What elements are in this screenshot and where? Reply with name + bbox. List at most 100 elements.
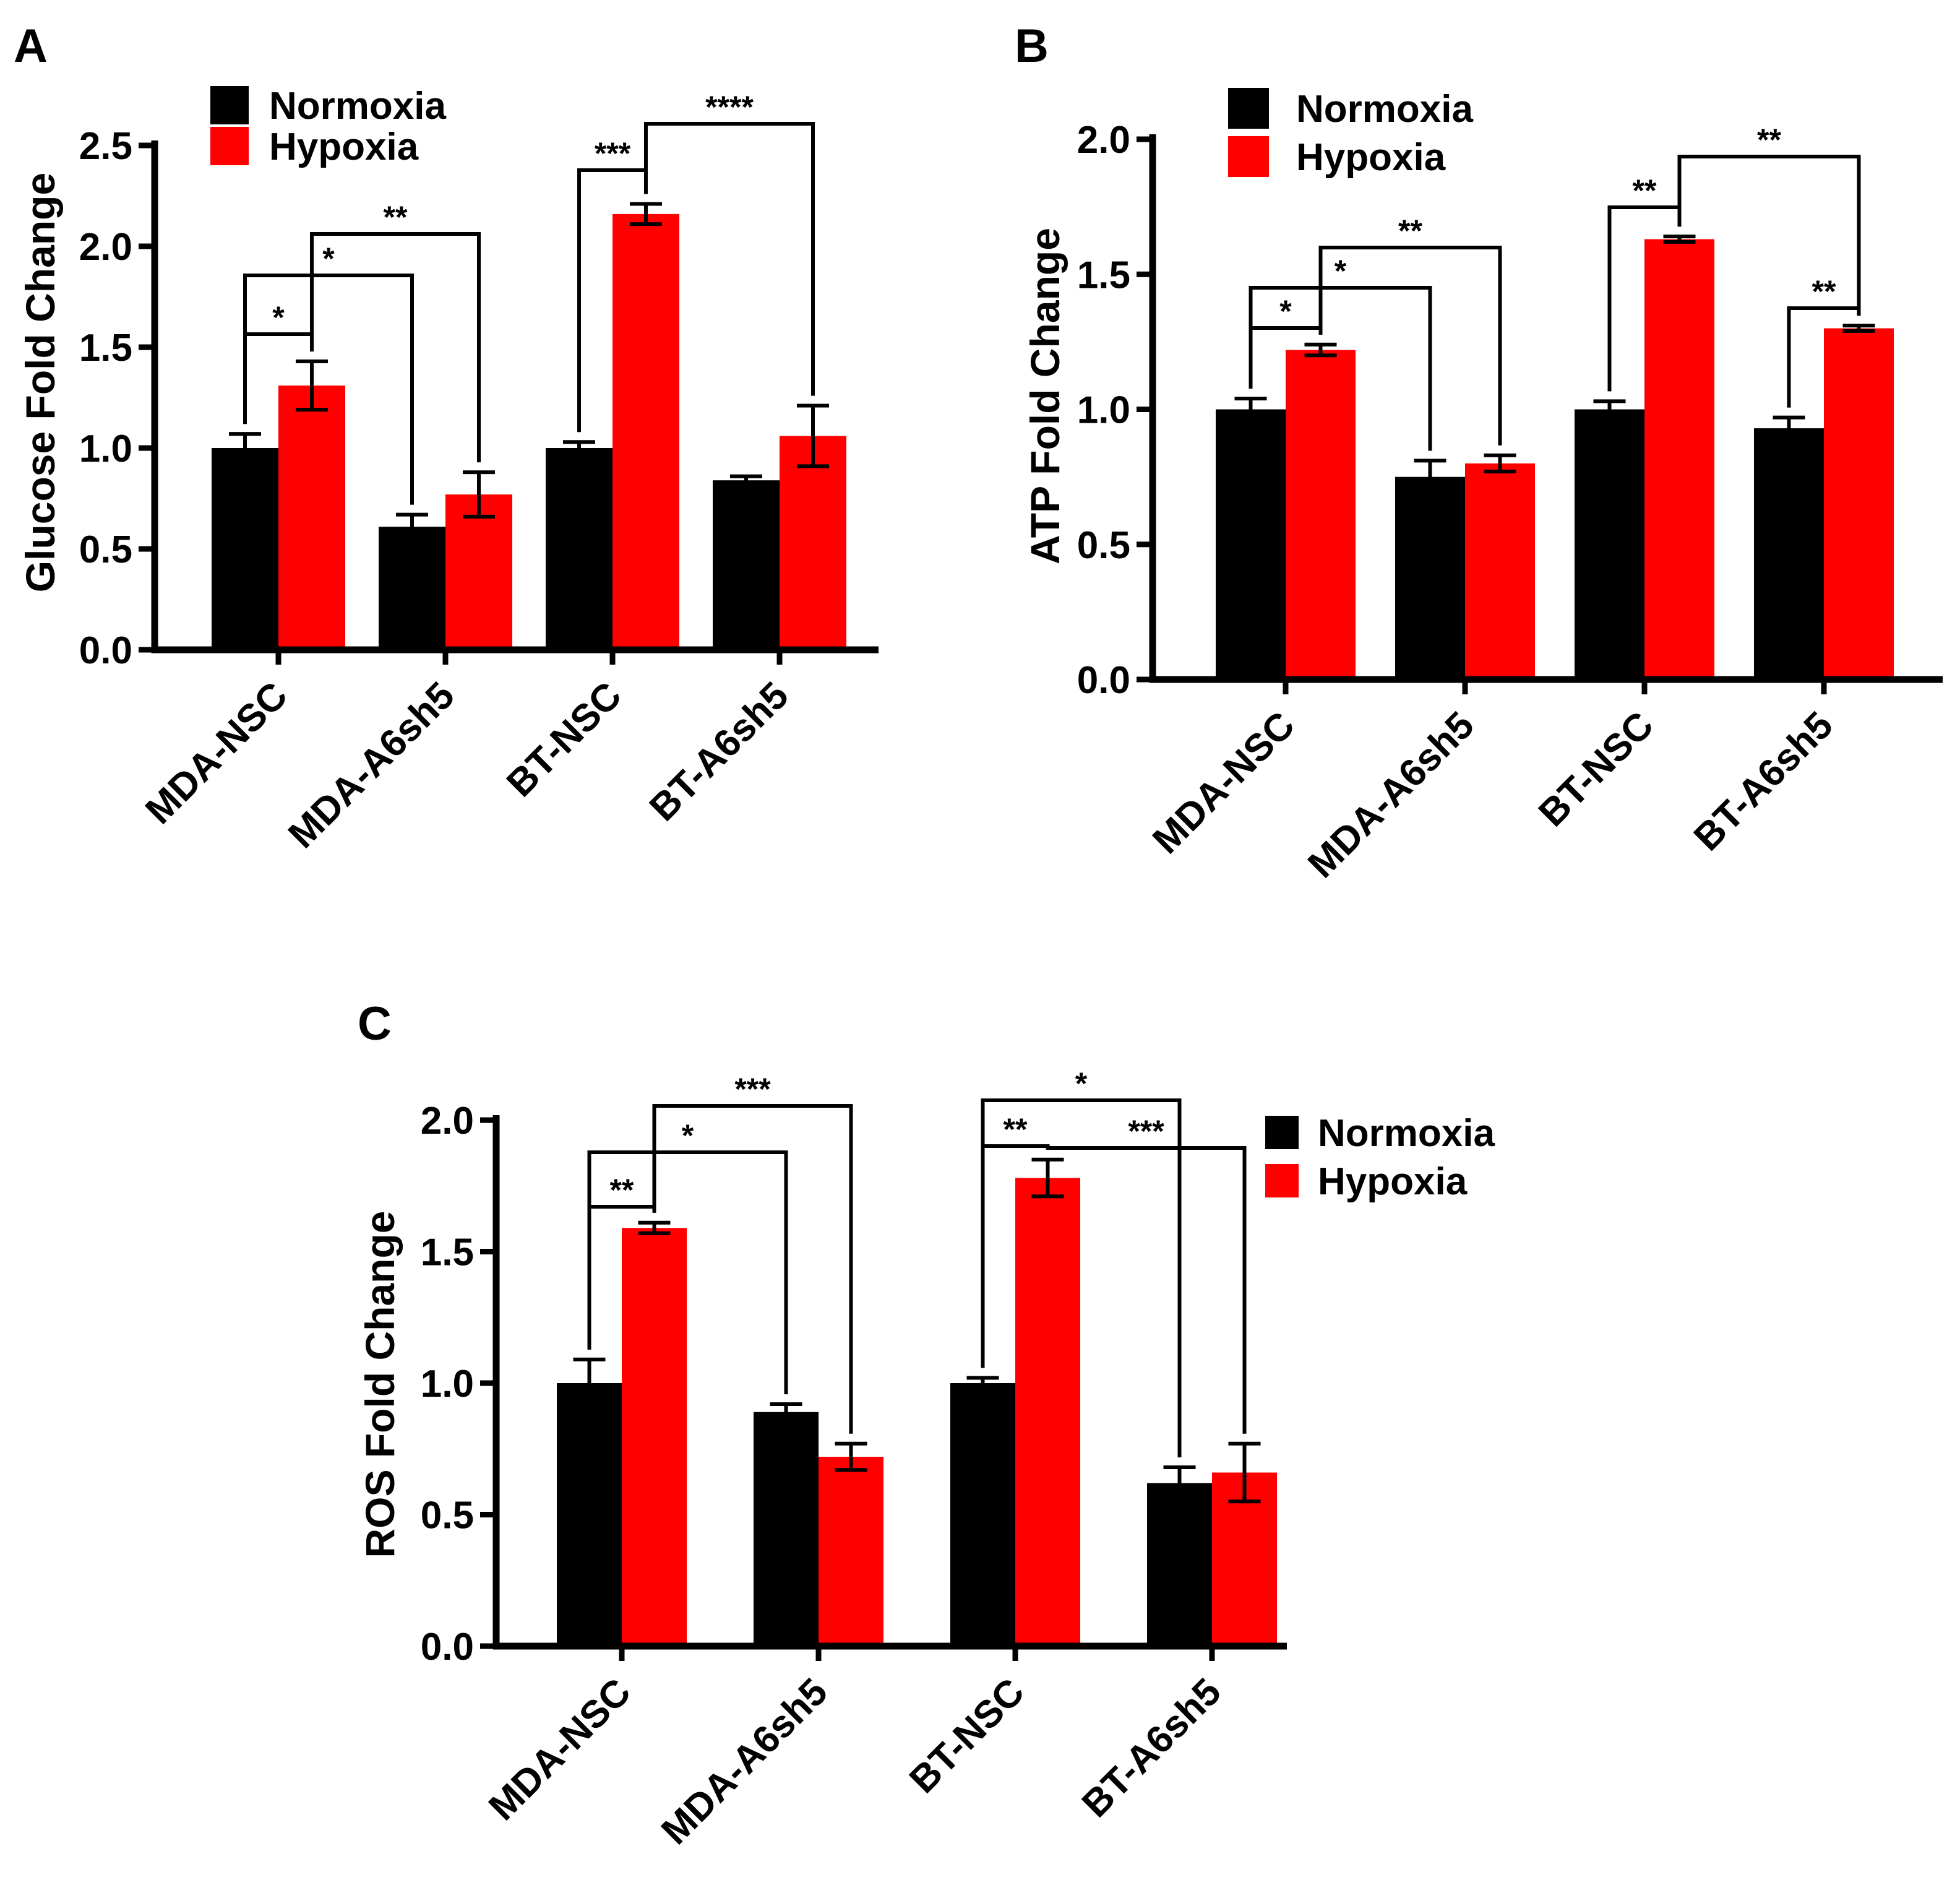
category-label: BT-NSC: [901, 1670, 1033, 1801]
y-tick-label: 0.0: [421, 1626, 474, 1668]
bar-mda-nsc-normoxia: [212, 448, 278, 650]
category-label: MDA-NSC: [1145, 704, 1303, 862]
significance-bracket: [1249, 286, 1432, 451]
significance-bracket: [587, 1150, 788, 1394]
significance-bracket: [243, 274, 414, 505]
category-label: MDA-A6sh5: [1300, 704, 1482, 886]
bar-mda-nsc-hypoxia: [1286, 350, 1356, 679]
bar-mda-nsc-normoxia: [1216, 409, 1286, 679]
significance-label: *: [1335, 254, 1347, 288]
significance-bracket: [981, 1098, 1182, 1457]
significance-label: ****: [705, 90, 754, 124]
bar-bt-a6sh5-normoxia: [1754, 428, 1824, 679]
y-axis-title: Glucose Fold Change: [17, 173, 63, 592]
legend-swatch-normoxia: [1228, 88, 1269, 129]
significance-label: *: [272, 300, 285, 335]
bar-mda-nsc-hypoxia: [278, 385, 345, 650]
panel-letter-c: C: [358, 998, 392, 1050]
legend-swatch-hypoxia: [210, 127, 249, 165]
y-tick-label: 2.0: [1077, 119, 1130, 162]
category-label: BT-NSC: [1531, 704, 1662, 835]
significance-label: **: [1398, 214, 1422, 248]
significance-bracket: [652, 1104, 853, 1434]
y-tick-label: 0.5: [79, 528, 132, 571]
significance-label: ***: [1128, 1114, 1164, 1149]
panel-a: A 0.0 0.5 1.0 1.5 2.0 2.5 Glucose Fold Change M…: [14, 20, 879, 856]
significance-label: *: [322, 241, 335, 276]
y-tick-label: 0.0: [1077, 659, 1130, 702]
category-label: MDA-A6sh5: [653, 1670, 836, 1853]
bar-bt-nsc-hypoxia: [1644, 239, 1714, 679]
panel-letter-a: A: [14, 20, 48, 72]
significance-label: **: [384, 200, 408, 235]
legend-swatch-hypoxia: [1228, 136, 1269, 177]
panel-b: B 0.0 0.5 1.0 1.5 2.0 ATP Fold Change MDA-NSCM…: [1015, 20, 1943, 886]
significance-label: **: [1757, 123, 1781, 157]
significance-label: **: [1004, 1112, 1028, 1147]
panel-c: C 0.0 0.5 1.0 1.5 2.0 ROS Fold Change MDA-NSC M…: [357, 998, 1495, 1853]
bar-bt-a6sh5-normoxia: [713, 480, 780, 650]
category-label: MDA-A6sh5: [280, 674, 463, 856]
y-tick-label: 1.0: [1077, 389, 1130, 432]
bar-mda-nsc-normoxia: [557, 1383, 622, 1646]
legend-label-normoxia: Normoxia: [1318, 1112, 1495, 1155]
y-tick-label: 1.5: [79, 327, 132, 369]
y-tick-label: 1.5: [1077, 254, 1130, 296]
bar-bt-a6sh5-hypoxia: [780, 436, 846, 650]
significance-label: **: [610, 1173, 634, 1207]
category-label: BT-A6sh5: [1074, 1670, 1229, 1826]
bar-bt-nsc-normoxia: [950, 1383, 1015, 1646]
y-tick-label: 2.0: [79, 226, 132, 269]
significance-bracket: [310, 232, 481, 463]
y-tick-label: 1.5: [421, 1232, 474, 1274]
bar-bt-a6sh5-hypoxia: [1824, 328, 1894, 679]
bar-mda-a6sh5-hypoxia: [819, 1457, 883, 1646]
category-label: BT-A6sh5: [642, 674, 797, 829]
legend-label-normoxia: Normoxia: [1296, 88, 1473, 131]
category-label: BT-NSC: [499, 674, 630, 805]
bar-mda-a6sh5-normoxia: [754, 1412, 819, 1646]
bar-bt-a6sh5-normoxia: [1147, 1483, 1212, 1646]
legend-swatch-hypoxia: [1265, 1164, 1299, 1197]
significance-label: **: [1812, 274, 1836, 309]
bar-bt-nsc-hypoxia: [1015, 1178, 1080, 1646]
significance-label: *: [1075, 1066, 1088, 1101]
legend-label-hypoxia: Hypoxia: [1318, 1160, 1468, 1203]
legend-label-hypoxia: Hypoxia: [1296, 136, 1446, 179]
legend-swatch-normoxia: [210, 86, 249, 124]
legend-label-normoxia: Normoxia: [269, 85, 446, 127]
bar-mda-a6sh5-hypoxia: [445, 494, 512, 650]
legend-swatch-normoxia: [1265, 1116, 1299, 1149]
panel-letter-b: B: [1015, 20, 1049, 72]
significance-bracket: [644, 122, 815, 396]
category-label: MDA-NSC: [137, 674, 296, 832]
y-tick-label: 1.0: [421, 1363, 474, 1405]
significance-bracket: [1677, 155, 1861, 316]
category-label: BT-A6sh5: [1686, 704, 1841, 859]
bar-bt-nsc-normoxia: [1575, 409, 1644, 679]
significance-bracket: [1046, 1146, 1247, 1434]
significance-label: ***: [595, 136, 631, 171]
bar-bt-nsc-hypoxia: [612, 214, 679, 650]
significance-label: ***: [734, 1072, 771, 1106]
y-axis-title: ROS Fold Change: [357, 1211, 403, 1558]
significance-label: **: [1633, 173, 1657, 208]
y-tick-label: 1.0: [79, 428, 132, 470]
bar-mda-a6sh5-hypoxia: [1465, 463, 1535, 679]
significance-bracket: [1318, 246, 1502, 446]
bar-mda-a6sh5-normoxia: [1395, 477, 1465, 679]
significance-label: *: [682, 1118, 694, 1153]
category-label: MDA-NSC: [481, 1670, 639, 1829]
y-tick-label: 0.5: [1077, 524, 1130, 567]
bar-bt-nsc-normoxia: [546, 448, 612, 650]
significance-label: *: [1279, 294, 1292, 329]
y-tick-label: 2.0: [421, 1100, 474, 1142]
y-tick-label: 0.0: [79, 629, 132, 672]
bar-mda-nsc-hypoxia: [622, 1228, 687, 1646]
significance-bracket: [1787, 306, 1861, 408]
y-tick-label: 2.5: [79, 125, 132, 168]
y-tick-label: 0.5: [421, 1495, 474, 1537]
bar-mda-a6sh5-normoxia: [379, 527, 445, 650]
legend-label-hypoxia: Hypoxia: [269, 126, 419, 168]
